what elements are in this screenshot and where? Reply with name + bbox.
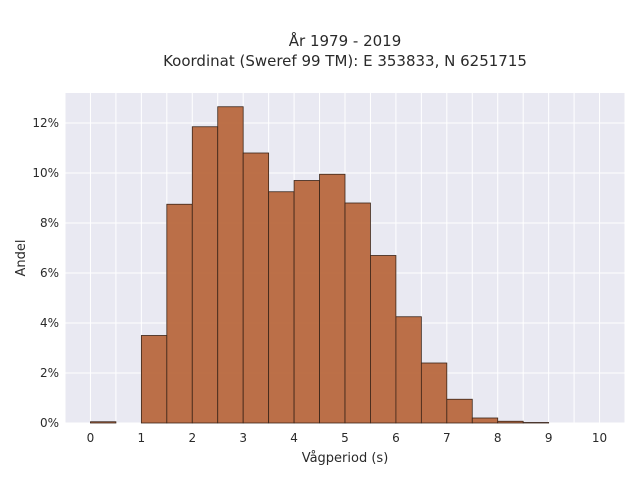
x-tick-label: 7	[443, 431, 451, 445]
x-tick-label: 0	[87, 431, 95, 445]
y-tick-label: 4%	[40, 316, 59, 330]
y-tick-label: 6%	[40, 266, 59, 280]
histogram-bar	[395, 316, 422, 424]
histogram-bar	[90, 421, 117, 424]
x-tick-label: 3	[239, 431, 247, 445]
chart-title-line-2: Koordinat (Sweref 99 TM): E 353833, N 62…	[163, 52, 527, 70]
histogram-bar	[293, 180, 320, 424]
y-tick-label: 8%	[40, 216, 59, 230]
histogram-bars	[90, 106, 550, 424]
x-tick-label: 8	[494, 431, 502, 445]
x-tick-label: 4	[290, 431, 298, 445]
x-axis-ticks: 0 1 2 3 4 5 6 7 8 9 10	[87, 431, 608, 445]
x-tick-label: 9	[545, 431, 553, 445]
histogram-bar	[242, 152, 270, 424]
x-axis-label: Vågperiod (s)	[302, 451, 389, 466]
histogram-bar	[497, 420, 524, 424]
x-tick-label: 2	[188, 431, 196, 445]
histogram-bar	[370, 255, 397, 424]
histogram-bar	[268, 191, 295, 424]
x-tick-label: 5	[341, 431, 349, 445]
histogram-bar	[191, 126, 219, 424]
histogram-bar	[446, 398, 473, 424]
histogram-bar	[319, 173, 346, 424]
y-tick-label: 12%	[32, 116, 59, 130]
x-tick-label: 6	[392, 431, 400, 445]
histogram-bar	[420, 362, 448, 424]
histogram-bar	[522, 422, 550, 424]
x-tick-label: 10	[592, 431, 607, 445]
y-tick-label: 2%	[40, 366, 59, 380]
y-tick-label: 10%	[32, 166, 59, 180]
histogram-bar	[140, 335, 168, 424]
histogram-bar	[344, 202, 371, 424]
y-axis-label: Andel	[14, 240, 29, 277]
chart-title-line-1: År 1979 - 2019	[289, 31, 402, 50]
histogram-bar	[166, 203, 193, 424]
histogram-bar	[217, 106, 244, 424]
x-tick-label: 1	[138, 431, 146, 445]
histogram-bar	[471, 417, 499, 424]
y-tick-label: 0%	[40, 416, 59, 430]
y-axis-ticks: 0% 2% 4% 6% 8% 10% 12%	[32, 116, 59, 430]
